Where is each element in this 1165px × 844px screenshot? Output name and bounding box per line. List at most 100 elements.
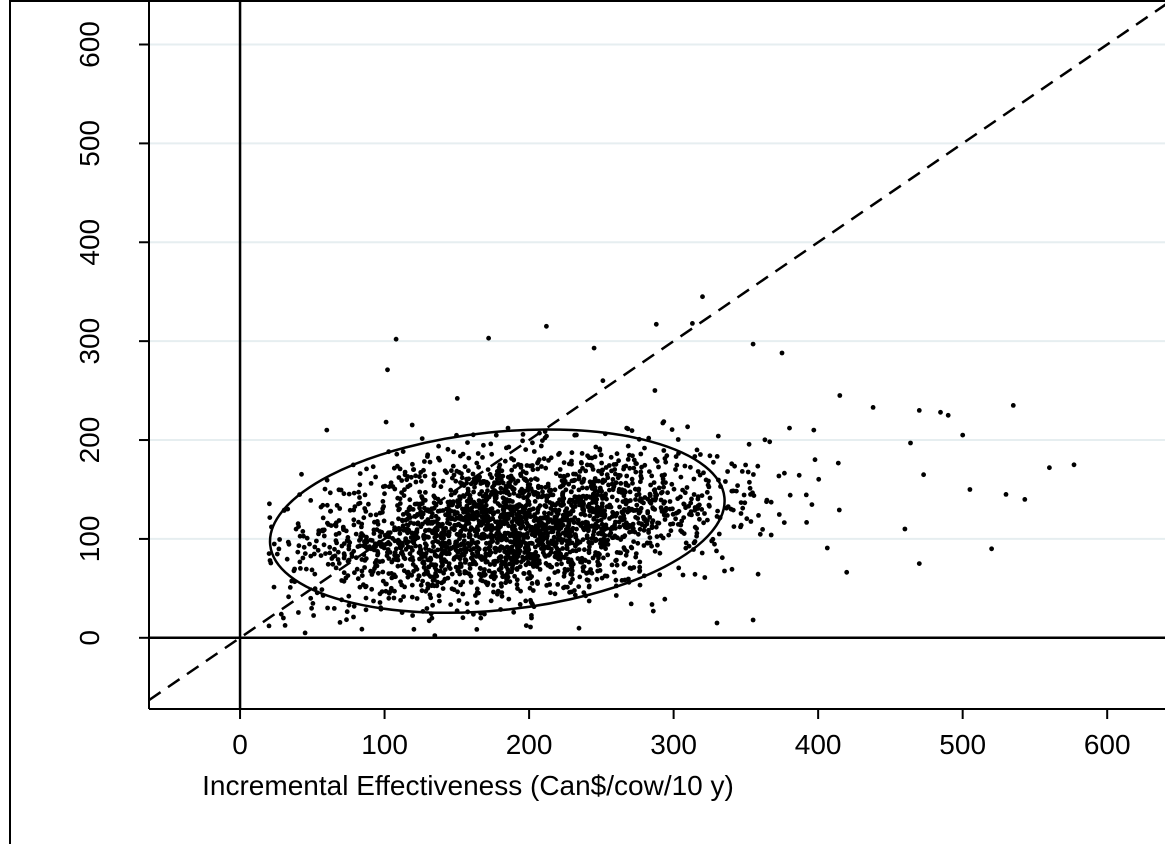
data-point-2474 [382, 483, 388, 489]
data-point-1001 [562, 474, 567, 480]
data-point-2269 [434, 519, 439, 524]
data-point-2527 [529, 574, 534, 579]
data-point-2201 [427, 558, 433, 563]
data-point-2154 [566, 533, 571, 539]
data-point-2329 [363, 584, 368, 590]
data-point-2528 [637, 582, 643, 588]
data-point-2283 [506, 596, 512, 602]
data-point-1908 [395, 563, 401, 569]
data-point-2414 [586, 547, 592, 553]
data-point-2369 [641, 516, 647, 522]
data-point-2365 [458, 564, 464, 569]
data-point-1009 [649, 543, 654, 549]
data-point-919 [596, 531, 601, 537]
data-point-2525 [531, 564, 536, 569]
data-point-2234 [520, 438, 525, 444]
data-point-2561 [495, 588, 501, 594]
data-point-2155 [517, 602, 523, 607]
data-point-2391 [484, 580, 489, 586]
data-point-1028 [535, 460, 540, 466]
data-point-2594 [870, 405, 876, 410]
data-point-945 [574, 432, 579, 438]
data-point-2557 [605, 542, 611, 547]
data-point-2005 [921, 472, 926, 478]
data-point-334 [552, 487, 558, 493]
data-point-1905 [351, 548, 357, 554]
data-point-122 [554, 562, 560, 567]
data-point-366 [678, 474, 684, 480]
data-point-2273 [417, 556, 422, 562]
data-point-1892 [494, 480, 500, 486]
data-point-1393 [440, 540, 445, 545]
data-point-2104 [424, 606, 430, 611]
data-point-2379 [397, 539, 402, 545]
data-point-987 [560, 546, 566, 551]
data-point-2496 [491, 589, 496, 595]
data-point-327 [474, 460, 480, 466]
data-point-1633 [465, 440, 470, 445]
data-point-2129 [401, 594, 406, 599]
data-point-2439 [297, 533, 303, 539]
data-point-1459 [530, 440, 535, 446]
data-point-1699 [369, 586, 375, 592]
data-point-2110 [683, 505, 688, 511]
data-point-2440 [580, 568, 586, 574]
data-point-1791 [627, 465, 633, 471]
data-point-2099 [678, 528, 684, 533]
data-point-1664 [575, 556, 581, 561]
data-point-2490 [616, 519, 622, 525]
data-point-2223 [346, 546, 352, 552]
data-point-2421 [637, 564, 643, 570]
data-point-1714 [613, 577, 619, 583]
data-point-1702 [432, 495, 438, 501]
x-tick-label-300: 300 [650, 729, 697, 760]
data-point-2320 [756, 513, 761, 518]
data-point-850 [686, 543, 692, 549]
data-point-2352 [318, 553, 324, 558]
data-point-2510 [545, 540, 551, 545]
data-point-2501 [481, 442, 486, 448]
data-point-2245 [527, 561, 532, 567]
data-point-1840 [608, 526, 613, 532]
data-point-1880 [479, 510, 485, 515]
data-point-1226 [538, 443, 544, 449]
data-point-2583 [1010, 403, 1016, 408]
data-point-109 [491, 582, 496, 588]
data-point-1292 [489, 475, 495, 480]
data-point-1851 [440, 508, 446, 513]
data-point-2596 [750, 617, 756, 623]
data-point-1140 [609, 562, 615, 568]
data-point-529 [351, 490, 357, 496]
data-point-2152 [601, 536, 607, 542]
data-point-2195 [544, 516, 549, 521]
data-point-2494 [599, 512, 604, 518]
data-point-2555 [432, 534, 438, 540]
data-point-2385 [593, 525, 599, 531]
data-point-2199 [629, 529, 635, 534]
data-point-648 [399, 478, 405, 483]
data-point-1671 [781, 520, 787, 525]
data-point-541 [740, 505, 746, 511]
data-point-2480 [453, 547, 459, 553]
x-axis-ticks: 0 100 200 300 400 500 600 [232, 709, 1131, 760]
data-point-458 [539, 464, 544, 469]
data-point-1194 [394, 451, 400, 457]
data-point-1618 [351, 507, 357, 513]
data-point-2338 [707, 503, 712, 509]
data-point-2526 [271, 541, 277, 547]
data-point-1948 [816, 476, 822, 482]
data-point-2590 [989, 546, 994, 552]
data-point-2430 [649, 602, 655, 607]
data-point-296 [725, 469, 730, 474]
data-point-1492 [482, 567, 487, 572]
data-point-818 [368, 537, 373, 543]
data-point-1312 [787, 492, 793, 498]
data-point-1985 [377, 559, 383, 565]
data-point-1302 [607, 516, 612, 521]
data-point-2309 [509, 512, 515, 518]
data-point-1718 [534, 564, 540, 569]
data-point-2467 [425, 571, 431, 577]
data-point-1500 [505, 570, 510, 576]
data-point-2211 [406, 512, 412, 518]
data-point-448 [651, 480, 657, 485]
